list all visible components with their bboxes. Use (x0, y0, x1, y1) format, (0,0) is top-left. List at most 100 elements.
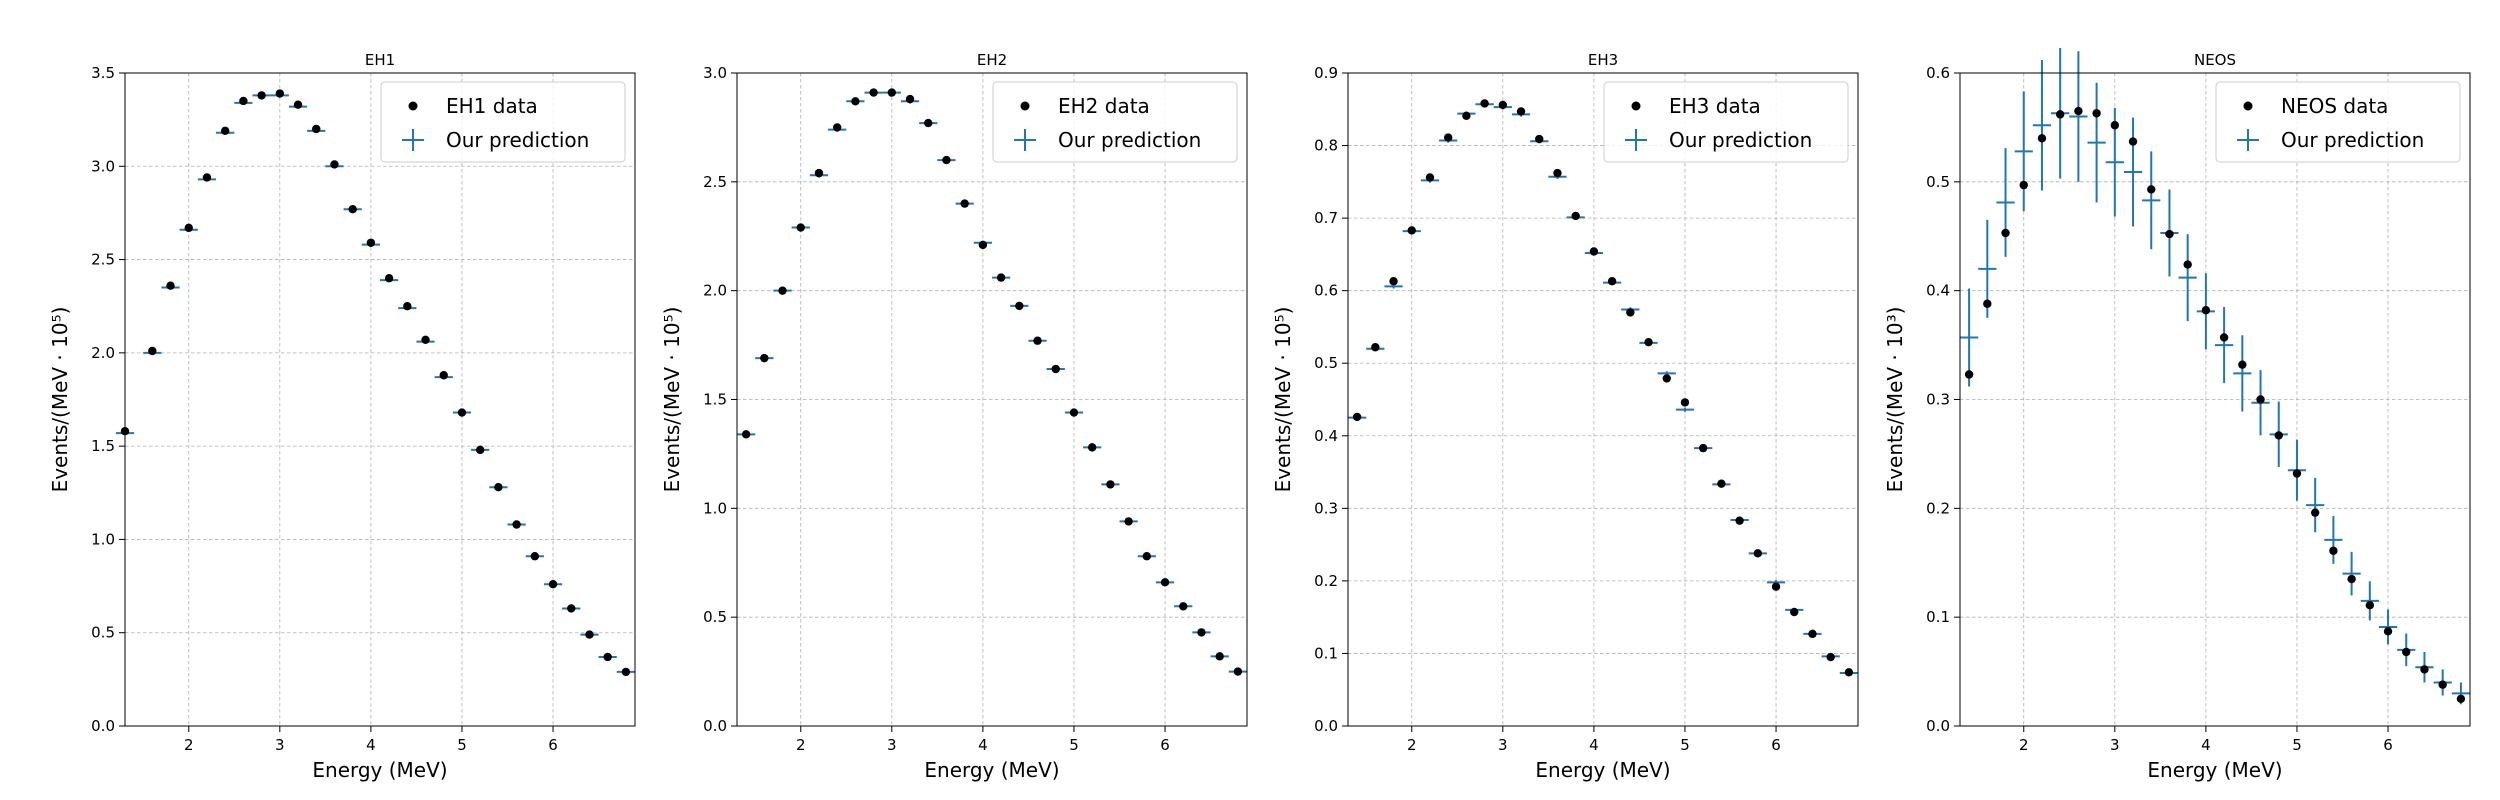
data-point (869, 88, 878, 97)
panel-title: EH2 (977, 51, 1007, 69)
data-point (1480, 99, 1489, 108)
legend-label-data: EH3 data (1669, 94, 1761, 118)
data-point (2274, 431, 2283, 440)
data-point (166, 281, 175, 290)
y-axis-label: Events/(MeV · 10⁵) (48, 307, 72, 493)
data-point (475, 445, 485, 455)
data-point (457, 408, 467, 417)
y-tick-label: 0.6 (1926, 64, 1950, 82)
data-point (1826, 652, 1835, 662)
legend-label-data: NEOS data (2281, 94, 2388, 118)
y-tick-label: 0.0 (1314, 717, 1338, 735)
data-point (2310, 508, 2320, 517)
data-point (548, 580, 558, 589)
data-point (2238, 360, 2247, 369)
data-point (2074, 106, 2083, 116)
series-data (120, 89, 631, 677)
data-point (851, 97, 860, 106)
legend-data-marker (408, 101, 418, 111)
data-point (366, 238, 376, 247)
x-tick-label: 3 (2110, 736, 2120, 754)
data-point (2019, 180, 2028, 190)
x-tick-label: 3 (1498, 736, 1508, 754)
y-tick-label: 0.6 (1314, 282, 1338, 300)
data-point (2292, 469, 2302, 478)
y-tick-label: 2.5 (703, 173, 727, 191)
data-point (1389, 277, 1398, 286)
plot-frame (1959, 72, 2471, 727)
data-point (239, 96, 248, 106)
data-point (1983, 299, 1992, 308)
y-tick-label: 0.5 (703, 608, 727, 626)
data-point (1808, 629, 1817, 639)
data-point (257, 91, 266, 100)
y-tick-label: 0.1 (1314, 644, 1338, 662)
y-tick-label: 3.0 (703, 64, 727, 82)
data-point (184, 223, 193, 233)
panel-title: EH1 (365, 51, 395, 69)
data-point (202, 173, 212, 182)
x-tick-label: 6 (1160, 736, 1170, 754)
y-tick-label: 0.0 (91, 717, 115, 735)
data-point (1233, 667, 1243, 676)
y-tick-label: 0.5 (1314, 354, 1338, 372)
data-point (1498, 100, 1508, 110)
legend-box (380, 81, 626, 163)
x-tick-label: 3 (275, 736, 285, 754)
data-point (2201, 306, 2211, 315)
data-point (2219, 333, 2229, 342)
data-point (1425, 173, 1435, 182)
data-point (1717, 479, 1726, 488)
x-tick-label: 4 (978, 736, 988, 754)
data-point (778, 286, 787, 295)
data-point (1051, 364, 1060, 374)
data-point (2256, 395, 2265, 404)
series-prediction (1348, 102, 1858, 676)
data-point (2402, 647, 2411, 657)
y-tick-label: 0.8 (1314, 137, 1338, 155)
data-point (2110, 121, 2120, 130)
data-point (2438, 680, 2447, 689)
data-point (960, 199, 969, 208)
data-point (905, 94, 915, 104)
data-point (2183, 260, 2192, 269)
x-axis-label: Energy (MeV) (924, 758, 1059, 782)
y-tick-label: 1.5 (91, 437, 115, 455)
legend-box (2215, 81, 2461, 163)
data-point (741, 430, 751, 439)
y-tick-label: 0.7 (1314, 209, 1338, 227)
x-tick-label: 4 (366, 736, 376, 754)
data-point (1607, 277, 1617, 286)
data-point (2147, 185, 2156, 194)
x-tick-label: 5 (1069, 736, 1079, 754)
x-axis-label: Energy (MeV) (312, 758, 447, 782)
data-point (832, 123, 842, 132)
x-tick-label: 3 (887, 736, 897, 754)
data-point (1535, 134, 1544, 144)
y-tick-label: 0.3 (1314, 499, 1338, 517)
panel-title: NEOS (2194, 51, 2236, 69)
legend-label-prediction: Our prediction (1669, 128, 1812, 152)
chart-panel-eh1: 0.0 0.5 1.0 1.5 2.0 2.5 3.0 3.5 2 3 4 5 6 EH1 Energy (… (48, 51, 636, 782)
legend-label-data: EH1 data (446, 94, 538, 118)
series-data (1352, 99, 1854, 677)
y-tick-label: 0.1 (1926, 608, 1950, 626)
x-tick-label: 2 (184, 736, 194, 754)
legend: NEOS data Our prediction (2215, 81, 2461, 163)
data-point (421, 335, 430, 344)
x-axis-label: Energy (MeV) (2147, 758, 2282, 782)
chart-panel-eh2: 0.0 0.5 1.0 1.5 2.0 2.5 3.0 2 3 4 5 6 EH2 Energy (MeV… (660, 51, 1248, 782)
data-point (275, 89, 285, 98)
x-tick-label: 4 (2201, 736, 2211, 754)
x-tick-label: 2 (2019, 736, 2029, 754)
data-point (996, 273, 1006, 282)
y-axis-label: Events/(MeV · 10³) (1883, 307, 1907, 493)
legend-box (992, 81, 1238, 163)
legend-label-prediction: Our prediction (2281, 128, 2424, 152)
x-tick-label: 2 (796, 736, 806, 754)
data-point (2165, 229, 2174, 239)
data-point (1571, 211, 1580, 221)
data-point (2365, 600, 2375, 610)
legend-box (1603, 81, 1849, 163)
